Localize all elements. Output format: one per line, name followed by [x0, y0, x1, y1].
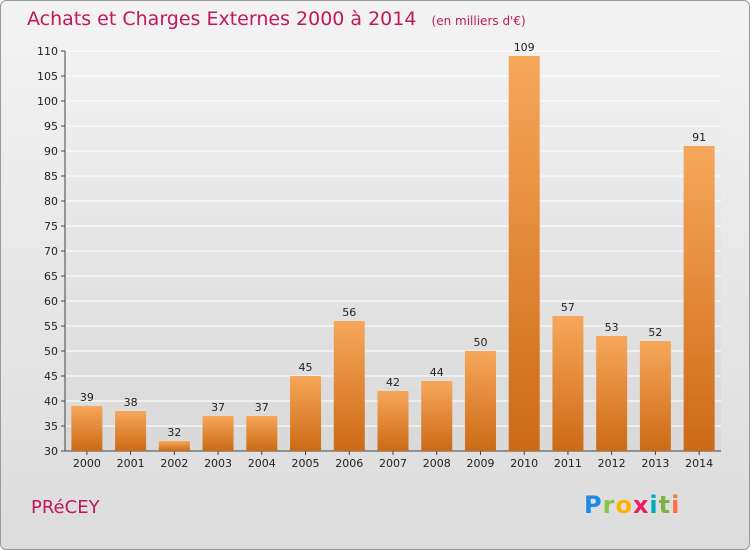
x-tick-label: 2005 [292, 457, 320, 470]
y-tick-label: 60 [44, 295, 58, 308]
brand-letter: t [658, 491, 672, 519]
bar [71, 406, 103, 451]
x-tick-label: 2007 [379, 457, 407, 470]
data-label: 37 [255, 401, 269, 414]
x-tick-label: 2006 [335, 457, 363, 470]
bar [115, 411, 147, 451]
brand-letter: r [602, 491, 616, 519]
y-tick-label: 90 [44, 145, 58, 158]
y-tick-label: 45 [44, 370, 58, 383]
data-label: 109 [514, 41, 535, 54]
y-tick-label: 55 [44, 320, 58, 333]
y-tick-label: 95 [44, 120, 58, 133]
x-tick-label: 2011 [554, 457, 582, 470]
bar [464, 351, 496, 451]
bar [683, 146, 715, 451]
y-tick-label: 100 [37, 95, 58, 108]
x-tick-label: 2009 [466, 457, 494, 470]
bar [552, 316, 584, 451]
data-label: 52 [648, 326, 662, 339]
x-tick-label: 2013 [641, 457, 669, 470]
y-tick-label: 80 [44, 195, 58, 208]
x-tick-label: 2001 [117, 457, 145, 470]
data-label: 39 [80, 391, 94, 404]
bar [377, 391, 409, 451]
chart-title: Achats et Charges Externes 2000 à 2014 [27, 8, 417, 30]
y-tick-label: 35 [44, 420, 58, 433]
bar [639, 341, 671, 451]
data-label: 56 [342, 306, 356, 319]
bar [290, 376, 322, 451]
x-tick-label: 2010 [510, 457, 538, 470]
data-label: 37 [211, 401, 225, 414]
data-label: 45 [299, 361, 313, 374]
y-tick-label: 40 [44, 395, 58, 408]
x-tick-label: 2012 [598, 457, 626, 470]
bar [246, 416, 278, 451]
x-tick-label: 2002 [160, 457, 188, 470]
bar [508, 56, 540, 451]
bar [333, 321, 365, 451]
title-row: Achats et Charges Externes 2000 à 2014 (… [27, 8, 526, 30]
x-tick-label: 2014 [685, 457, 713, 470]
y-tick-label: 50 [44, 345, 58, 358]
brand-letter: x [632, 491, 650, 519]
brand-letter: i [649, 491, 659, 519]
bar [158, 441, 190, 451]
brand-letter: o [615, 491, 633, 519]
place-name: PRéCEY [31, 497, 100, 518]
bar [421, 381, 453, 451]
y-tick-label: 105 [37, 70, 58, 83]
data-label: 57 [561, 301, 575, 314]
brand-logo: Proxiti [584, 491, 680, 519]
brand-letter: P [584, 491, 603, 519]
x-tick-label: 2000 [73, 457, 101, 470]
x-tick-label: 2003 [204, 457, 232, 470]
data-label: 50 [473, 336, 487, 349]
x-tick-label: 2004 [248, 457, 276, 470]
bar [596, 336, 628, 451]
data-label: 38 [124, 396, 138, 409]
y-tick-label: 85 [44, 170, 58, 183]
data-label: 91 [692, 131, 706, 144]
y-tick-label: 30 [44, 445, 58, 458]
bar [202, 416, 234, 451]
x-tick-label: 2008 [423, 457, 451, 470]
brand-letter: i [671, 491, 681, 519]
data-label: 53 [605, 321, 619, 334]
data-label: 32 [167, 426, 181, 439]
data-label: 42 [386, 376, 400, 389]
y-tick-label: 75 [44, 220, 58, 233]
data-label: 44 [430, 366, 444, 379]
y-tick-label: 110 [37, 45, 58, 58]
chart-subtitle: (en milliers d'€) [431, 14, 526, 28]
y-tick-label: 65 [44, 270, 58, 283]
y-tick-label: 70 [44, 245, 58, 258]
